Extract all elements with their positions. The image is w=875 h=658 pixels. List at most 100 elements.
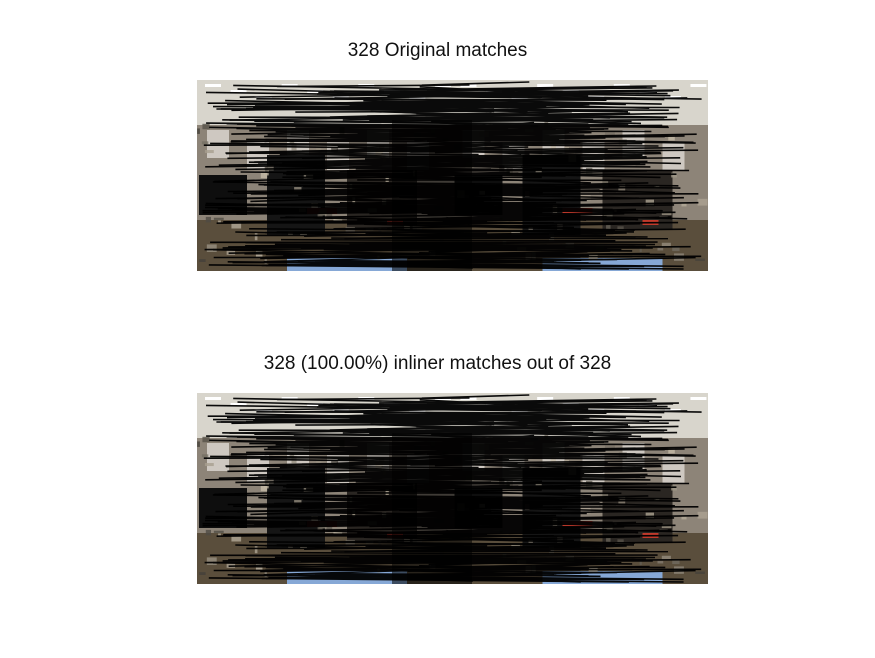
match-line	[438, 168, 690, 172]
inlier-matches-title: 328 (100.00%) inliner matches out of 328	[263, 353, 612, 374]
scene-texture	[695, 258, 705, 261]
match-line	[438, 481, 690, 485]
match-line	[432, 265, 684, 270]
scene-texture	[375, 461, 383, 469]
scene-texture	[333, 531, 343, 534]
inlier-matches-panel: 328 (100.00%) inliner matches out of 328	[0, 310, 875, 610]
scene-ceiling-light	[281, 84, 298, 87]
scene-texture	[254, 232, 258, 241]
scene-ceiling-light	[690, 84, 707, 87]
match-line	[212, 418, 680, 422]
match-line	[374, 115, 632, 123]
scene-texture	[202, 123, 210, 130]
scene-texture	[218, 533, 221, 537]
scene-texture	[606, 537, 611, 543]
match-line	[233, 84, 579, 93]
scene-texture	[672, 559, 680, 565]
scene-texture	[695, 571, 705, 574]
scene-window	[662, 142, 685, 170]
scene-ceiling-light	[230, 403, 247, 406]
match-line	[295, 437, 663, 442]
match-line	[344, 234, 607, 240]
original-matches-title: 328 Original matches	[347, 40, 528, 61]
scene-texture	[672, 246, 680, 252]
scene-texture	[603, 524, 613, 533]
scene-texture	[205, 529, 212, 536]
match-line	[344, 547, 607, 553]
scene-texture	[204, 150, 214, 154]
scene-texture	[549, 546, 555, 555]
match-line	[316, 476, 646, 483]
scene-ceiling-light	[281, 397, 298, 400]
match-line	[316, 163, 646, 170]
overlap-dark-region	[392, 433, 472, 584]
original-matches-image-pair	[197, 80, 708, 271]
scene-texture	[331, 460, 339, 465]
scene-texture	[661, 524, 672, 529]
scene-texture	[681, 202, 687, 207]
match-line	[374, 428, 632, 436]
scene-texture	[294, 500, 302, 505]
scene-texture	[671, 172, 677, 178]
scene-texture	[294, 187, 302, 192]
scene-ceiling-light	[537, 84, 554, 87]
match-line	[295, 124, 663, 129]
scene-texture	[206, 557, 217, 565]
match-line	[434, 196, 684, 203]
match-line	[304, 420, 478, 423]
match-line	[421, 81, 530, 86]
scene-texture	[204, 463, 214, 467]
scene-texture	[317, 212, 323, 218]
scene-texture	[549, 233, 555, 242]
scene-texture	[326, 526, 333, 532]
scene-ceiling-light	[690, 397, 707, 400]
match-line	[419, 399, 515, 406]
scene-texture	[333, 218, 343, 221]
scene-texture	[550, 456, 556, 463]
match-line	[260, 458, 518, 464]
scene-texture	[201, 141, 209, 145]
scene-texture	[378, 458, 385, 463]
scene-ceiling-light	[205, 397, 221, 400]
match-line	[270, 494, 679, 500]
inlier-matches-image-pair	[197, 393, 708, 584]
scene-texture	[654, 498, 660, 502]
scene-texture	[265, 165, 274, 171]
scene-texture	[199, 259, 206, 262]
match-line	[212, 105, 680, 109]
scene-texture	[603, 211, 613, 220]
scene-texture	[606, 224, 611, 230]
scene-texture	[197, 128, 200, 134]
match-line	[329, 423, 572, 431]
scene-texture	[199, 572, 206, 575]
scene-texture	[499, 478, 505, 485]
scene-ceiling-light	[230, 90, 247, 93]
original-matches-panel: 328 Original matches	[0, 0, 875, 300]
match-line	[442, 216, 672, 223]
scene-texture	[654, 185, 660, 189]
scene-window	[247, 142, 269, 170]
match-line	[442, 529, 672, 536]
scene-texture	[661, 242, 671, 248]
scene-texture	[206, 244, 217, 252]
scene-texture	[254, 545, 258, 554]
scene-texture	[231, 221, 242, 229]
match-line	[267, 410, 637, 418]
scene-texture	[697, 198, 708, 206]
scene-texture	[289, 140, 295, 146]
scene-ceiling-light	[613, 84, 630, 87]
scene-texture	[331, 147, 339, 152]
match-line	[239, 90, 674, 98]
match-line	[316, 89, 679, 95]
scene-ceiling-light	[205, 84, 221, 87]
scene-ceiling-light	[537, 397, 554, 400]
match-line	[419, 86, 515, 93]
match-line	[349, 102, 594, 107]
scene-desk	[602, 170, 673, 230]
scene-texture	[197, 441, 200, 447]
scene-texture	[697, 511, 708, 519]
scene-texture	[231, 534, 242, 542]
scene-texture	[661, 211, 672, 216]
match-line	[304, 107, 478, 110]
scene-texture	[385, 176, 389, 182]
